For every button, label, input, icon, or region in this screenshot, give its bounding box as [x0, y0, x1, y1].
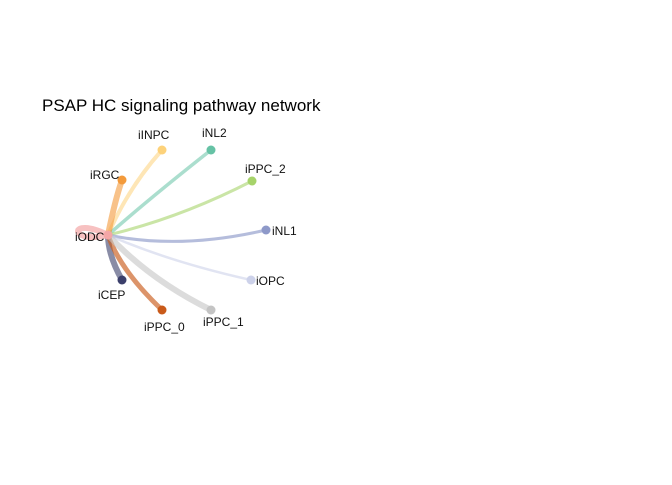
edge-iPPC_2: [106, 179, 254, 237]
edge-iOPC: [106, 233, 253, 282]
node-iINPC: [157, 145, 167, 155]
node-label-iNL2: iNL2: [202, 126, 227, 140]
node-label-iPPC_2: iPPC_2: [245, 162, 286, 176]
node-label-iCEP: iCEP: [98, 288, 125, 302]
node-label-iODC: iODC: [75, 230, 105, 244]
node-iPPC_1: [206, 305, 216, 315]
edges: [75, 148, 268, 313]
edge-self-loop-iODC: [75, 224, 111, 241]
node-iODC: [103, 230, 113, 240]
node-label-iINPC: iINPC: [138, 128, 170, 142]
edge-iNL1: [106, 228, 268, 243]
node-iNL1: [261, 225, 271, 235]
node-label-iPPC_1: iPPC_1: [203, 315, 244, 329]
node-label-iNL1: iNL1: [272, 224, 297, 238]
node-label-iRGC: iRGC: [90, 168, 120, 182]
nodes: [103, 145, 271, 315]
node-iOPC: [246, 275, 256, 285]
node-label-iOPC: iOPC: [256, 274, 285, 288]
node-iPPC_0: [157, 305, 167, 315]
chart-title: PSAP HC signaling pathway network: [42, 96, 321, 115]
node-iPPC_2: [247, 176, 257, 186]
node-iNL2: [206, 145, 216, 155]
node-iRGC: [117, 175, 127, 185]
node-iCEP: [117, 275, 127, 285]
node-labels: iINPC iNL2 iRGC iPPC_2 iNL1 iOPC iCEP iPPC_0 iPP…: [75, 126, 297, 334]
edge-iPPC_1: [105, 232, 214, 313]
edge-iNL2: [106, 148, 213, 237]
node-label-iPPC_0: iPPC_0: [144, 320, 185, 334]
